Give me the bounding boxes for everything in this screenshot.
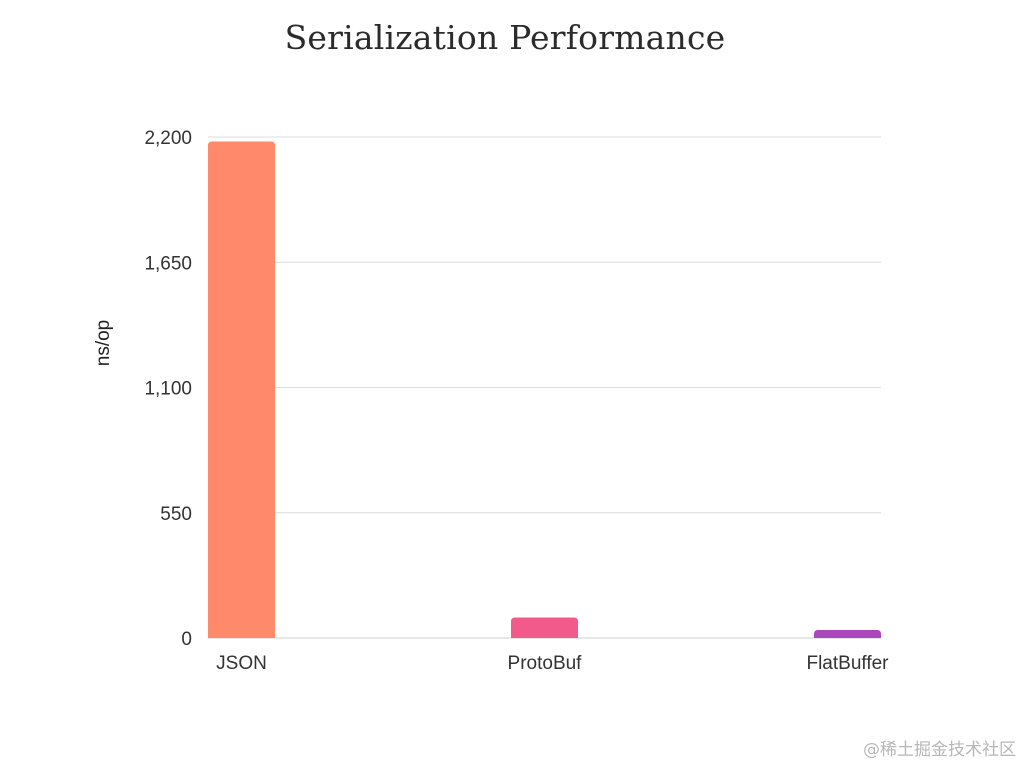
y-tick-label: 1,100 — [144, 379, 192, 400]
x-tick-label: JSON — [216, 653, 267, 674]
bars — [208, 141, 881, 638]
gridlines — [208, 136, 881, 639]
bar-flatbuffer — [814, 630, 881, 638]
y-tick-label: 2,200 — [144, 128, 192, 149]
bar-protobuf — [511, 617, 578, 638]
y-axis-title: ns/op — [93, 320, 114, 366]
y-tick-label: 1,650 — [144, 253, 192, 274]
y-tick-label: 0 — [181, 629, 192, 650]
bar-json — [208, 141, 275, 638]
x-tick-label: ProtoBuf — [508, 653, 583, 674]
y-axis-ticks: 0 550 1,100 1,650 2,200 — [144, 128, 192, 650]
x-tick-label: FlatBuffer — [806, 653, 889, 674]
y-tick-label: 550 — [160, 504, 192, 525]
watermark: @稀土掘金技术社区 — [863, 740, 1016, 760]
chart-title: Serialization Performance — [284, 18, 726, 57]
x-axis-ticks: JSON ProtoBuf FlatBuffer — [216, 653, 889, 674]
